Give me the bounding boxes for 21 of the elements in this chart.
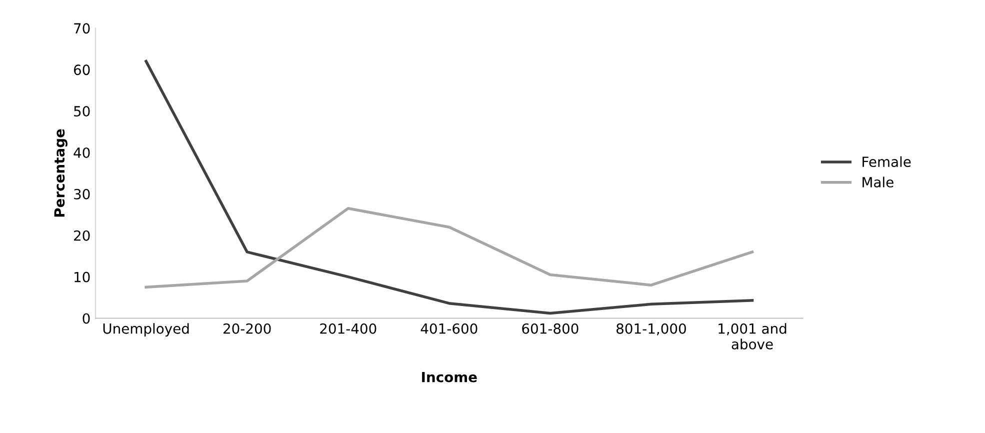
line-series — [144, 60, 754, 315]
y-tick-label: 10 — [74, 272, 90, 282]
legend-label: Female — [862, 156, 911, 168]
x-tick-label: 801-1,000 — [616, 323, 686, 336]
x-tick-label: 1,001 and above — [718, 323, 786, 350]
y-tick-label: 50 — [74, 106, 90, 117]
y-tick-label: 40 — [74, 147, 90, 158]
y-axis-title: Percentage — [54, 129, 68, 217]
x-tick-label: 401-600 — [420, 323, 478, 334]
x-axis-title: Income — [422, 372, 477, 382]
legend-label: Male — [862, 176, 894, 188]
y-tick-label: 60 — [74, 64, 90, 76]
y-tick-label: 70 — [74, 23, 90, 34]
y-tick-label: 20 — [74, 230, 90, 241]
x-tick-label: Unemployed — [103, 323, 189, 337]
y-tick-label: 0 — [82, 313, 90, 324]
x-tick-label: 201-400 — [320, 323, 376, 334]
x-tick-label: 601-800 — [522, 323, 578, 334]
x-tick-label: 20-200 — [224, 323, 271, 334]
line-series — [144, 207, 754, 289]
y-tick-label: 30 — [74, 188, 90, 200]
